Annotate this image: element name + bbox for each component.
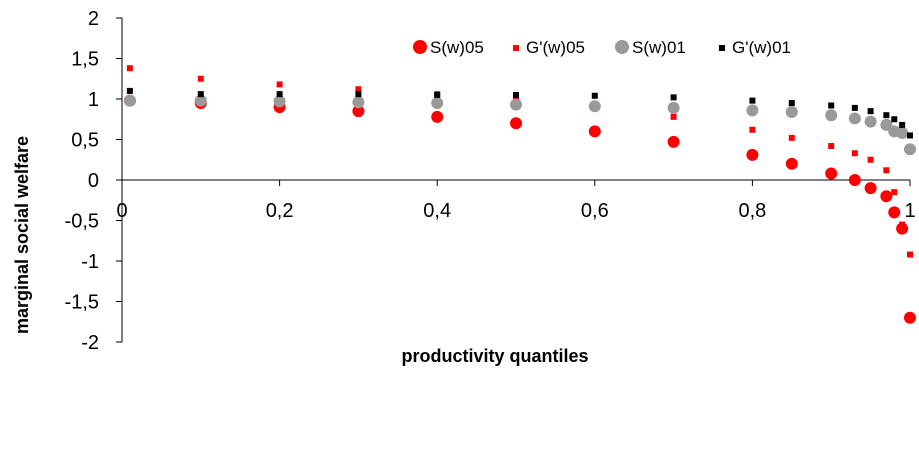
data-point [904, 311, 916, 324]
x-tick-label: 0,8 [738, 200, 766, 222]
data-point [510, 98, 522, 111]
data-point [667, 135, 680, 148]
data-point [848, 174, 861, 186]
data-point [352, 96, 365, 109]
legend-label: S(w)05 [430, 38, 484, 57]
x-tick-label: 0,4 [423, 200, 451, 222]
data-point [591, 92, 598, 99]
data-point [883, 112, 890, 119]
data-point [431, 110, 444, 123]
data-point [907, 132, 913, 139]
data-point [273, 95, 286, 108]
legend-label: S(w)01 [632, 38, 686, 57]
y-tick-label: 1,5 [71, 49, 99, 71]
data-point [825, 167, 838, 180]
data-point [851, 104, 858, 111]
data-point [670, 113, 677, 120]
data-point [864, 115, 877, 128]
legend-marker [719, 45, 725, 51]
data-point [276, 81, 283, 88]
data-point [880, 190, 893, 203]
y-tick-label: 2 [88, 8, 99, 30]
data-point [904, 143, 916, 156]
data-point [891, 189, 898, 196]
y-tick-label: 0,5 [71, 130, 99, 152]
y-tick-label: -2 [81, 332, 99, 354]
data-point [891, 116, 898, 123]
data-point [907, 251, 913, 258]
data-point [788, 134, 795, 141]
data-point [788, 100, 795, 107]
data-point [888, 206, 901, 219]
data-point [749, 126, 756, 133]
data-point [828, 142, 835, 149]
legend-marker [615, 40, 629, 54]
axes: 2 1,5 1 0,5 0 -0,5 -1 -1,5 -2 0 0,2 0,4 0,6 0,8 1 [65, 8, 916, 354]
data-point [194, 94, 207, 107]
data-point [749, 97, 756, 104]
data-point [355, 86, 362, 93]
data-point [899, 121, 906, 128]
data-point [667, 101, 680, 114]
data-point [352, 105, 365, 118]
data-point [123, 94, 136, 107]
series-3 [123, 94, 916, 156]
legend-label: G'(w)01 [732, 38, 791, 57]
legend-marker [413, 40, 427, 54]
data-point [883, 167, 890, 174]
data-point [588, 100, 601, 113]
data-point [513, 91, 519, 98]
data-point [785, 157, 798, 170]
x-tick-label: 1 [904, 200, 915, 222]
legend-label: G'(w)05 [526, 38, 585, 57]
data-point [126, 65, 133, 72]
y-tick-label: -0,5 [65, 211, 99, 233]
data-point [851, 150, 858, 157]
x-axis-title: productivity quantiles [401, 346, 588, 366]
y-tick-label: -1 [81, 251, 99, 273]
series-layer [123, 65, 916, 324]
data-point [431, 97, 444, 110]
data-point [867, 156, 874, 163]
data-point [867, 108, 874, 115]
data-point [825, 109, 838, 122]
y-tick-label: 1 [88, 89, 99, 111]
legend: S(w)05 G'(w)05 S(w)01 G'(w)01 [413, 38, 791, 57]
data-point [746, 148, 759, 161]
y-tick-label: -1,5 [65, 292, 99, 314]
data-point [828, 102, 835, 109]
data-point [355, 91, 362, 98]
x-tick-label: 0,2 [266, 200, 294, 222]
series-1 [123, 94, 916, 324]
data-point [276, 91, 283, 98]
data-point [785, 105, 798, 118]
series-4 [126, 87, 913, 139]
data-point [848, 112, 861, 125]
data-point [197, 75, 204, 82]
data-point [434, 91, 441, 98]
data-point [510, 117, 522, 130]
data-point [197, 91, 204, 98]
legend-marker [513, 45, 519, 51]
data-point [588, 125, 601, 138]
y-axis-title: marginal social welfare [12, 136, 32, 334]
data-point [670, 94, 677, 101]
x-tick-label: 0 [116, 200, 127, 222]
y-tick-label: 0 [88, 170, 99, 192]
data-point [896, 127, 909, 140]
x-tick-label: 0,6 [581, 200, 609, 222]
data-point [746, 104, 759, 117]
data-point [899, 221, 906, 228]
data-point [864, 182, 877, 195]
data-point [126, 87, 133, 94]
